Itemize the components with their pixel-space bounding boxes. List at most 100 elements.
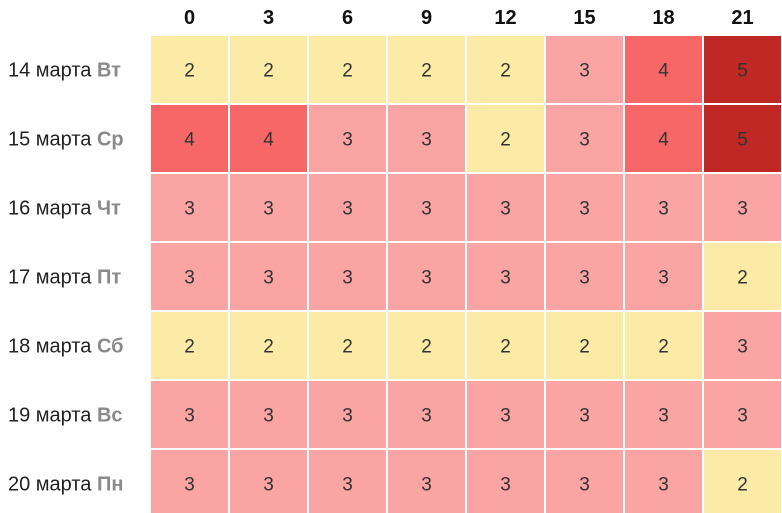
row-date: 19 марта bbox=[8, 405, 97, 427]
heatmap-cell bbox=[388, 312, 465, 379]
cell-value: 2 bbox=[184, 337, 195, 358]
heatmap-cell bbox=[309, 174, 386, 241]
heatmap-cell bbox=[625, 36, 702, 103]
cell-value: 3 bbox=[500, 475, 511, 496]
cell-value: 2 bbox=[342, 61, 353, 82]
heatmap-cell bbox=[151, 105, 228, 172]
cell-value: 4 bbox=[658, 61, 669, 82]
row-label: 20 марта Пн bbox=[8, 474, 123, 496]
heatmap-cell bbox=[230, 243, 307, 310]
heatmap-cell bbox=[151, 243, 228, 310]
heatmap-cell bbox=[546, 243, 623, 310]
row-weekday: Сб bbox=[97, 336, 124, 358]
cell-value: 3 bbox=[184, 199, 195, 220]
heatmap-cell bbox=[388, 105, 465, 172]
heatmap-cells: 2 2 2 2 2 3 4 5 4 4 3 3 2 3 4 5 3 3 3 3 3 3 3 3 3 3 3 3 3 3 3 2 2 2 2 2 2 2 2 3… bbox=[151, 36, 781, 513]
cell-value: 5 bbox=[737, 130, 748, 151]
heatmap-cell bbox=[388, 174, 465, 241]
heatmap-cell bbox=[230, 381, 307, 448]
heatmap-cell bbox=[546, 450, 623, 513]
cell-value: 3 bbox=[579, 130, 590, 151]
row-label: 15 марта Ср bbox=[8, 129, 124, 151]
column-header: 3 bbox=[263, 7, 274, 29]
row-date: 16 марта bbox=[8, 198, 97, 220]
row-labels: 14 марта Вт 15 марта Ср 16 марта Чт 17 март… bbox=[8, 60, 124, 496]
heatmap-cell bbox=[546, 174, 623, 241]
cell-value: 3 bbox=[342, 268, 353, 289]
cell-value: 3 bbox=[579, 475, 590, 496]
cell-value: 3 bbox=[342, 199, 353, 220]
heatmap-cell bbox=[388, 243, 465, 310]
cell-value: 2 bbox=[500, 61, 511, 82]
cell-value: 2 bbox=[342, 337, 353, 358]
heatmap-cell bbox=[625, 174, 702, 241]
heatmap-cell bbox=[467, 36, 544, 103]
heatmap-cell bbox=[467, 105, 544, 172]
heatmap-cell bbox=[467, 174, 544, 241]
cell-value: 3 bbox=[579, 406, 590, 427]
cell-value: 3 bbox=[658, 406, 669, 427]
row-weekday: Вс bbox=[97, 405, 123, 427]
heatmap-cell bbox=[546, 312, 623, 379]
cell-value: 3 bbox=[263, 199, 274, 220]
heatmap-cell bbox=[309, 381, 386, 448]
heatmap-cell bbox=[625, 312, 702, 379]
cell-value: 3 bbox=[421, 475, 432, 496]
row-date: 14 марта bbox=[8, 60, 97, 82]
heatmap-cell bbox=[151, 450, 228, 513]
cell-value: 2 bbox=[737, 268, 748, 289]
column-header: 6 bbox=[342, 7, 353, 29]
cell-value: 3 bbox=[658, 199, 669, 220]
cell-value: 3 bbox=[500, 406, 511, 427]
row-weekday: Ср bbox=[97, 129, 124, 151]
cell-value: 3 bbox=[579, 199, 590, 220]
heatmap-cell bbox=[704, 381, 781, 448]
row-label: 14 марта Вт bbox=[8, 60, 121, 82]
heatmap-cell bbox=[230, 174, 307, 241]
row-label: 18 марта Сб bbox=[8, 336, 124, 358]
cell-value: 4 bbox=[263, 130, 274, 151]
heatmap-cell bbox=[704, 243, 781, 310]
cell-value: 3 bbox=[342, 130, 353, 151]
cell-value: 5 bbox=[737, 61, 748, 82]
heatmap-cell bbox=[467, 312, 544, 379]
heatmap-cell bbox=[546, 381, 623, 448]
heatmap-cell bbox=[309, 243, 386, 310]
row-weekday: Чт bbox=[97, 198, 121, 220]
heatmap-cell bbox=[309, 450, 386, 513]
heatmap-cell bbox=[230, 312, 307, 379]
row-date: 20 марта bbox=[8, 474, 97, 496]
heatmap-cell bbox=[467, 450, 544, 513]
heatmap-cell bbox=[151, 381, 228, 448]
row-weekday: Пт bbox=[97, 267, 121, 289]
row-date: 18 марта bbox=[8, 336, 97, 358]
cell-value: 3 bbox=[421, 130, 432, 151]
cell-value: 3 bbox=[184, 268, 195, 289]
column-header: 21 bbox=[731, 7, 753, 29]
cell-value: 3 bbox=[737, 406, 748, 427]
row-label: 19 марта Вс bbox=[8, 405, 123, 427]
heatmap-cell bbox=[230, 105, 307, 172]
cell-value: 2 bbox=[263, 337, 274, 358]
cell-value: 3 bbox=[263, 475, 274, 496]
row-date: 15 марта bbox=[8, 129, 97, 151]
heatmap-cell bbox=[467, 381, 544, 448]
column-header: 15 bbox=[573, 7, 595, 29]
column-header: 0 bbox=[184, 7, 195, 29]
heatmap-cell bbox=[230, 36, 307, 103]
cell-value: 3 bbox=[263, 268, 274, 289]
heatmap-cell bbox=[309, 312, 386, 379]
cell-value: 4 bbox=[184, 130, 195, 151]
heatmap-cell bbox=[704, 36, 781, 103]
row-weekday: Вт bbox=[97, 60, 121, 82]
cell-value: 2 bbox=[737, 475, 748, 496]
heatmap-cell bbox=[546, 36, 623, 103]
cell-value: 3 bbox=[421, 199, 432, 220]
column-header: 18 bbox=[652, 7, 674, 29]
heatmap-cell bbox=[467, 243, 544, 310]
cell-value: 3 bbox=[579, 268, 590, 289]
cell-value: 2 bbox=[184, 61, 195, 82]
cell-value: 3 bbox=[421, 406, 432, 427]
heatmap-cell bbox=[704, 450, 781, 513]
